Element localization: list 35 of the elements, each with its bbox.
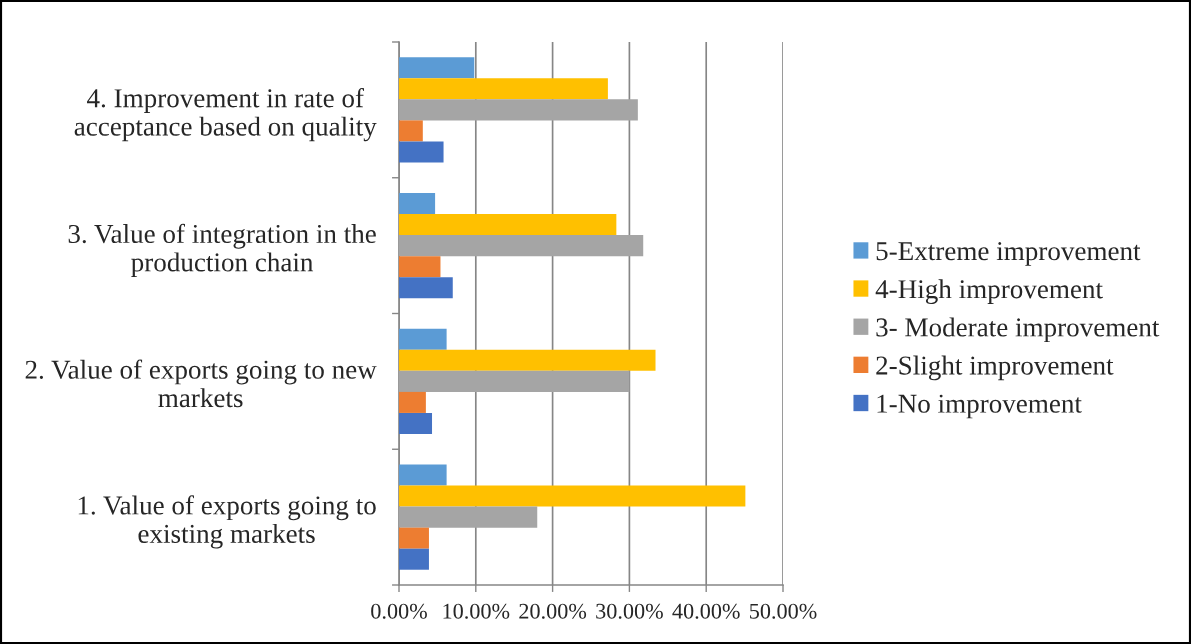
x-tick-label: 30.00% — [596, 603, 663, 619]
bar — [399, 193, 436, 215]
bar — [399, 256, 441, 278]
y-tick-label: 1. Value of exports going to existing markets — [78, 495, 376, 549]
bar — [399, 370, 630, 392]
bar — [399, 464, 447, 486]
bar — [399, 412, 433, 434]
bar — [399, 141, 444, 163]
y-tick-label: 4. Improvement in rate of acceptance based on quality — [74, 88, 377, 142]
bar — [399, 349, 656, 371]
bar — [399, 235, 644, 257]
legend-label: 2-Slight improvement — [876, 355, 1114, 381]
legend-label: 1-No improvement — [877, 394, 1082, 419]
legend-label: 5-Extreme improvement — [876, 242, 1141, 266]
legend-label: 3- Moderate improvement — [876, 317, 1160, 343]
y-tick-label: 2. Value of exports going to new markets — [25, 359, 377, 408]
bar — [399, 548, 429, 570]
x-tick-label: 20.00% — [519, 603, 587, 619]
bar — [399, 485, 746, 507]
bar — [399, 120, 423, 142]
bar — [399, 328, 447, 350]
x-tick-label: 0.00% — [371, 603, 427, 619]
bar — [399, 277, 453, 299]
legend-label: 4-High improvement — [875, 279, 1103, 304]
bar — [399, 57, 475, 79]
bar — [399, 391, 426, 413]
bar — [399, 99, 638, 121]
x-tick-label: 10.00% — [443, 603, 510, 619]
y-tick-label: 3. Value of integration in the production chain — [68, 223, 376, 277]
bar — [399, 214, 617, 236]
x-tick-label: 40.00% — [672, 603, 740, 619]
bar — [399, 506, 538, 528]
bar — [399, 527, 429, 549]
x-tick-label: 50.00% — [750, 603, 817, 619]
bar — [399, 78, 608, 100]
